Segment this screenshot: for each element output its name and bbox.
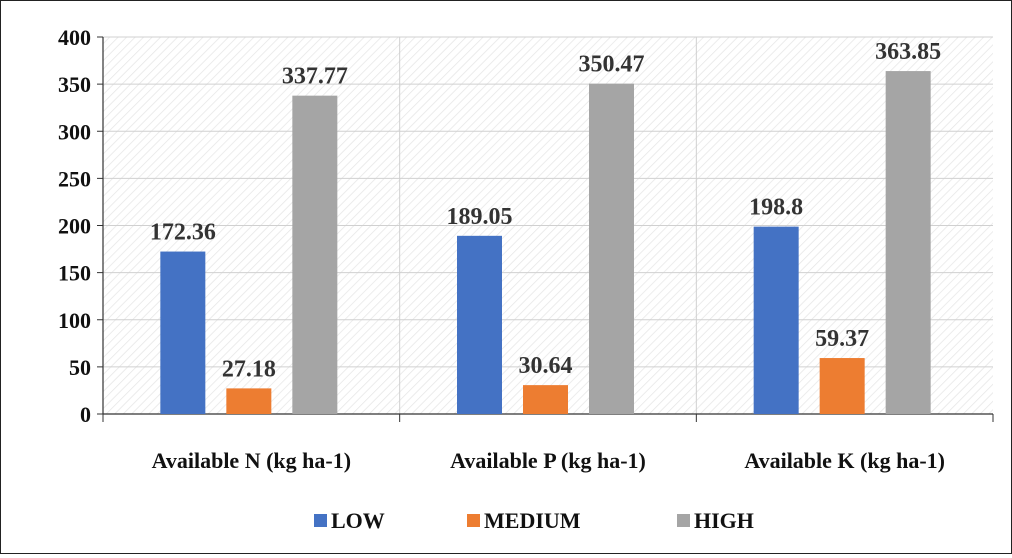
bar-medium-0 bbox=[226, 388, 272, 414]
data-label: 350.47 bbox=[579, 52, 645, 78]
data-label: 337.77 bbox=[282, 64, 348, 90]
y-tick-label: 200 bbox=[58, 214, 91, 239]
data-label: 363.85 bbox=[875, 39, 941, 65]
y-tick-label: 100 bbox=[58, 308, 91, 333]
data-label: 172.36 bbox=[150, 220, 216, 246]
data-label: 59.37 bbox=[815, 326, 869, 352]
bar-medium-1 bbox=[523, 385, 568, 414]
y-tick-label: 350 bbox=[58, 72, 91, 97]
bar-low-2 bbox=[753, 226, 799, 414]
bar-medium-2 bbox=[819, 358, 865, 414]
legend-swatch-high bbox=[677, 514, 690, 527]
bars bbox=[160, 71, 931, 415]
legend-swatch-medium bbox=[467, 514, 480, 527]
data-label: 30.64 bbox=[519, 353, 573, 379]
y-tick-label: 250 bbox=[58, 166, 91, 191]
bar-low-0 bbox=[160, 251, 206, 414]
y-tick-label: 300 bbox=[58, 119, 91, 144]
gridlines bbox=[103, 36, 993, 414]
bar-high-0 bbox=[292, 95, 338, 415]
bar-high-2 bbox=[885, 71, 931, 414]
legend-label-medium: MEDIUM bbox=[484, 508, 581, 533]
x-category-label: Available K (kg ha-1) bbox=[744, 448, 945, 473]
y-tick-label: 50 bbox=[69, 355, 91, 380]
data-label: 189.05 bbox=[447, 204, 513, 230]
x-category-label: Available P (kg ha-1) bbox=[450, 448, 646, 473]
labels: 0 50 100 150 200 250 300 350 400 172.36 27.18 337.7… bbox=[58, 25, 945, 473]
data-label: 27.18 bbox=[222, 356, 276, 382]
data-label: 198.8 bbox=[749, 195, 803, 221]
legend: LOW MEDIUM HIGH bbox=[314, 508, 754, 533]
bar-low-1 bbox=[457, 235, 502, 414]
legend-label-high: HIGH bbox=[694, 508, 754, 533]
legend-label-low: LOW bbox=[331, 508, 385, 533]
x-category-label: Available N (kg ha-1) bbox=[152, 448, 351, 473]
y-tick-label: 400 bbox=[58, 25, 91, 50]
legend-swatch-low bbox=[314, 514, 327, 527]
y-tick-label: 0 bbox=[80, 402, 91, 427]
bar-high-1 bbox=[589, 83, 634, 415]
y-tick-label: 150 bbox=[58, 261, 91, 286]
